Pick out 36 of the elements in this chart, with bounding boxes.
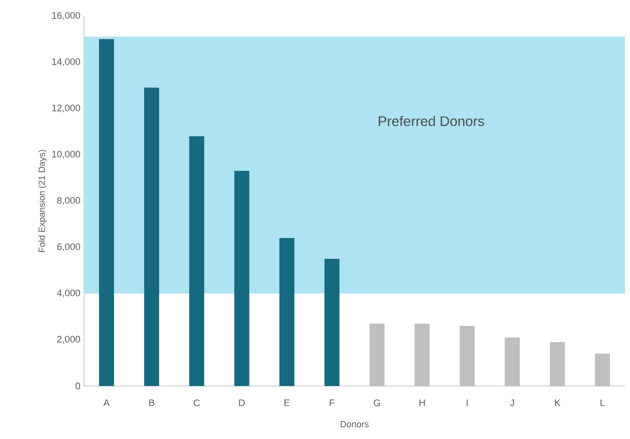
y-tick-label: 0 [76, 382, 80, 390]
x-tick-label: G [374, 400, 380, 406]
bar [504, 337, 520, 386]
y-tick-label: 10,000 [52, 150, 80, 159]
bar [324, 258, 340, 386]
y-tick-label: 6,000 [57, 243, 80, 252]
bar [550, 342, 565, 386]
x-tick-label: A [103, 400, 110, 406]
y-tick-label: 16,000 [52, 12, 80, 20]
x-tick-label: B [149, 400, 154, 406]
y-tick-label: 8,000 [57, 197, 80, 205]
y-axis-title: Fold Expansion (21 Days) [38, 150, 47, 252]
x-tick-label: D [239, 400, 245, 406]
x-tick-label: F [330, 400, 334, 406]
bar [189, 136, 204, 386]
x-tick-label: L [600, 400, 605, 406]
y-tick-label: 2,000 [57, 336, 80, 344]
bar [234, 170, 250, 386]
bar [414, 324, 430, 386]
x-tick-label: C [194, 400, 200, 406]
bar [370, 324, 385, 386]
x-tick-label: E [284, 400, 290, 406]
y-tick-label: 12,000 [52, 104, 80, 112]
band-label: Preferred Donors [378, 116, 484, 126]
y-tick-label: 14,000 [52, 58, 80, 66]
x-axis-title: Donors [340, 421, 369, 428]
x-tick-label: H [419, 400, 425, 406]
bar [279, 238, 294, 386]
y-tick-label: 4,000 [57, 290, 80, 298]
x-tick-label: J [510, 400, 514, 406]
bar [460, 326, 475, 386]
bar [594, 354, 610, 386]
x-tick-label: K [555, 400, 560, 406]
bar [99, 39, 114, 386]
x-tick-label: I [466, 400, 468, 406]
bar [144, 88, 160, 386]
